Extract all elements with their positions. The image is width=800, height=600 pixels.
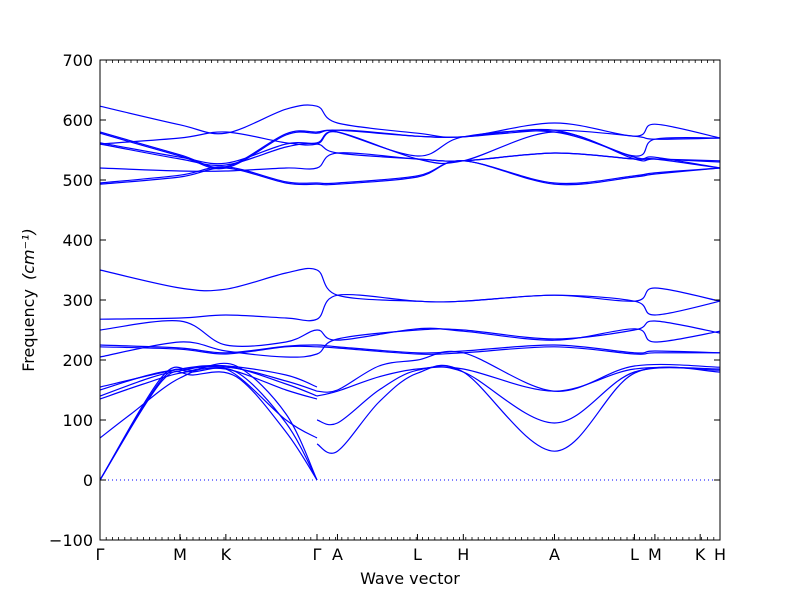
y-axis-label: Frequency (cm⁻¹) xyxy=(19,228,38,371)
x-tick-label: K xyxy=(695,545,706,564)
y-axis-ticks: −100 0 100 200 300 400 500 600 700 xyxy=(49,51,720,550)
phonon-band-15 xyxy=(99,345,721,355)
phonon-band-24 xyxy=(99,129,721,170)
y-tick-label: 300 xyxy=(62,291,93,310)
y-tick-label: −100 xyxy=(49,531,93,550)
x-tick-label: H xyxy=(714,545,726,564)
x-tick-label: Γ xyxy=(96,545,105,564)
phonon-band-27 xyxy=(99,104,721,139)
x-tick-label: M xyxy=(173,545,187,564)
x-tick-label: L xyxy=(413,545,422,564)
phonon-band-17 xyxy=(99,293,721,322)
phonon-band-14 xyxy=(99,344,721,354)
phonon-band-18 xyxy=(99,267,721,303)
y-axis-label-text: Frequency xyxy=(19,289,38,372)
y-tick-label: 100 xyxy=(62,411,93,430)
y-tick-label: 200 xyxy=(62,351,93,370)
phonon-band-5 xyxy=(99,367,318,400)
phonon-band-8 xyxy=(99,364,318,388)
phonon-band-16 xyxy=(99,320,721,347)
y-tick-label: 500 xyxy=(62,171,93,190)
y-axis-label-unit: (cm⁻¹) xyxy=(19,228,38,280)
phonon-band-11 xyxy=(316,366,721,397)
phonon-band-10 xyxy=(316,364,721,454)
y-tick-label: 400 xyxy=(62,231,93,250)
bands-layer xyxy=(99,104,721,481)
phonon-band-12 xyxy=(316,350,721,393)
y-tick-label: 0 xyxy=(83,471,93,490)
x-tick-label: H xyxy=(457,545,469,564)
x-tick-label: K xyxy=(221,545,232,564)
x-tick-label: M xyxy=(648,545,662,564)
x-tick-label: A xyxy=(549,545,560,564)
x-tick-label: A xyxy=(332,545,343,564)
x-axis-label: Wave vector xyxy=(360,569,460,588)
y-tick-label: 700 xyxy=(62,51,93,70)
x-tick-label: Γ xyxy=(313,545,322,564)
x-tick-label: L xyxy=(630,545,639,564)
y-tick-label: 600 xyxy=(62,111,93,130)
